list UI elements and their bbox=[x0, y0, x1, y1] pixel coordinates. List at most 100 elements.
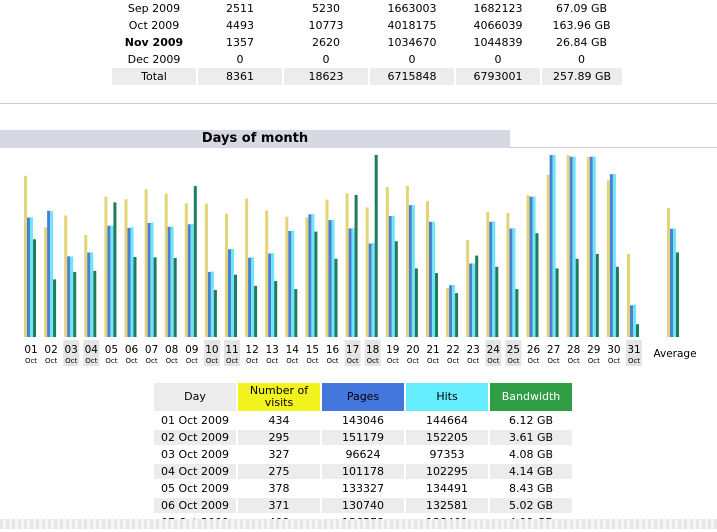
header-pages[interactable]: Pages bbox=[322, 383, 404, 411]
cell-visits: 327 bbox=[268, 448, 290, 461]
bar-hits-23 bbox=[472, 263, 476, 337]
month-cell-visitors: 1357 bbox=[226, 36, 254, 49]
cell-bandwidth: 6.12 GB bbox=[508, 414, 554, 427]
header-hits[interactable]: Hits bbox=[406, 383, 488, 411]
bar-bandwidth-28 bbox=[575, 258, 579, 337]
bar-visits-26 bbox=[526, 195, 530, 337]
tick-sublabel: Oct bbox=[326, 357, 338, 365]
cell-pages: 101178 bbox=[322, 464, 404, 479]
tick-label-20: 20 bbox=[406, 344, 419, 356]
bar-visits-11 bbox=[225, 213, 228, 337]
bar-pages-23 bbox=[469, 263, 473, 337]
cell-pages: 143046 bbox=[342, 414, 384, 427]
bar-pages-25 bbox=[509, 228, 513, 337]
tick-sublabel: Oct bbox=[427, 357, 439, 365]
cell-day: 06 Oct 2009 bbox=[154, 498, 236, 513]
bar-bandwidth-01 bbox=[33, 239, 36, 337]
divider bbox=[0, 103, 717, 104]
tick-label-16: 16 bbox=[326, 344, 340, 356]
table-row: 03 Oct 2009 327 96624 97353 4.08 GB bbox=[154, 447, 572, 462]
header-day[interactable]: Day bbox=[154, 383, 236, 411]
bar-bandwidth-20 bbox=[414, 268, 418, 337]
tick-label-28: 28 bbox=[567, 344, 580, 356]
cell-pages: 96624 bbox=[345, 448, 381, 461]
bar-hits-18 bbox=[371, 243, 375, 337]
cell-bandwidth: 4.08 GB bbox=[508, 448, 554, 461]
tick-sublabel: Oct bbox=[266, 357, 278, 365]
month-cell-hits: 4066039 bbox=[473, 19, 523, 32]
tick-label-17: 17 bbox=[346, 344, 359, 356]
monthly-summary-table: Sep 2009 2511 5230 1663003 1682123 67.09 GB Oc… bbox=[110, 0, 622, 85]
table-row: 06 Oct 2009 371 130740 132581 5.02 GB bbox=[154, 498, 572, 513]
tick-sublabel: Oct bbox=[226, 357, 238, 365]
month-cell-hits: 0 bbox=[494, 53, 502, 66]
header-bandwidth[interactable]: Bandwidth bbox=[490, 383, 572, 411]
tick-label-22: 22 bbox=[446, 344, 459, 356]
cell-day: 04 Oct 2009 bbox=[154, 464, 236, 479]
tick-label-21: 21 bbox=[426, 344, 439, 356]
tick-label-01: 01 bbox=[24, 344, 37, 356]
month-row: Sep 2009 2511 5230 1663003 1682123 67.09 GB bbox=[111, 0, 622, 17]
bar-visits-07 bbox=[144, 189, 148, 337]
bar-bandwidth-10 bbox=[213, 289, 217, 337]
month-cell-pages: 1663003 bbox=[387, 2, 437, 15]
bar-pages-10 bbox=[207, 271, 211, 337]
bar-visits-22 bbox=[446, 288, 450, 337]
bar-bandwidth-26 bbox=[535, 233, 539, 337]
bar-bandwidth-14 bbox=[294, 289, 298, 337]
month-cell-visitors: 4493 bbox=[226, 19, 254, 32]
tick-sublabel: Oct bbox=[105, 357, 117, 365]
bar-visits-23 bbox=[466, 240, 470, 337]
cell-day: 03 Oct 2009 bbox=[160, 448, 229, 461]
total-cell-bandwidth: 257.89 GB bbox=[540, 68, 622, 85]
month-cell-visitors: 2511 bbox=[226, 2, 254, 15]
section-rule bbox=[510, 147, 717, 148]
tick-label-24: 24 bbox=[487, 344, 501, 356]
bar-bandwidth-18 bbox=[374, 155, 378, 337]
bar-pages-06 bbox=[127, 227, 131, 337]
bar-bandwidth-09 bbox=[193, 186, 197, 337]
bar-visits-25 bbox=[506, 212, 510, 337]
tick-label-02: 02 bbox=[44, 344, 57, 356]
bar-visits-20 bbox=[405, 185, 409, 337]
weekend-highlight bbox=[485, 340, 502, 366]
bar-visits-24 bbox=[486, 211, 490, 337]
cell-visits: 371 bbox=[238, 498, 320, 513]
tick-label-12: 12 bbox=[245, 344, 258, 356]
bar-pages-13 bbox=[268, 253, 272, 337]
bar-pages-01 bbox=[27, 217, 30, 337]
bar-bandwidth-12 bbox=[254, 285, 258, 337]
bar-bandwidth-13 bbox=[274, 281, 278, 337]
bar-average-pages bbox=[670, 228, 673, 337]
bar-bandwidth-24 bbox=[495, 266, 499, 337]
bar-hits-21 bbox=[432, 221, 435, 337]
cell-day: 01 Oct 2009 bbox=[160, 414, 229, 427]
bar-pages-29 bbox=[589, 156, 593, 337]
bar-visits-06 bbox=[124, 199, 128, 337]
bar-visits-31 bbox=[627, 253, 630, 337]
cell-visits: 434 bbox=[268, 414, 290, 427]
bar-hits-22 bbox=[452, 284, 456, 337]
cell-bandwidth: 8.43 GB bbox=[508, 482, 554, 495]
scroll-edge bbox=[0, 519, 717, 529]
bar-visits-01 bbox=[24, 175, 27, 337]
table-row: 01 Oct 2009 434 143046 144664 6.12 GB bbox=[154, 413, 572, 428]
cell-hits: 152205 bbox=[406, 430, 488, 445]
tick-sublabel: Oct bbox=[467, 357, 479, 365]
month-cell-month: Sep 2009 bbox=[127, 2, 181, 15]
month-cell-visits: 0 bbox=[322, 53, 330, 66]
bar-pages-24 bbox=[489, 221, 493, 337]
tick-sublabel: Oct bbox=[85, 357, 97, 365]
bar-average-visits bbox=[667, 208, 670, 337]
header-visits[interactable]: Number of visits bbox=[238, 383, 320, 411]
cell-pages: 133327 bbox=[342, 482, 384, 495]
bar-hits-19 bbox=[391, 215, 395, 337]
table-row: 02 Oct 2009 295 151179 152205 3.61 GB bbox=[154, 430, 572, 445]
tick-label-08: 08 bbox=[165, 344, 178, 356]
tick-sublabel: Oct bbox=[206, 357, 218, 365]
bar-visits-18 bbox=[365, 207, 369, 337]
tick-label-11: 11 bbox=[225, 344, 238, 356]
bar-visits-19 bbox=[385, 186, 389, 337]
bar-bandwidth-16 bbox=[334, 258, 338, 337]
month-cell-pages: 0 bbox=[408, 53, 416, 66]
